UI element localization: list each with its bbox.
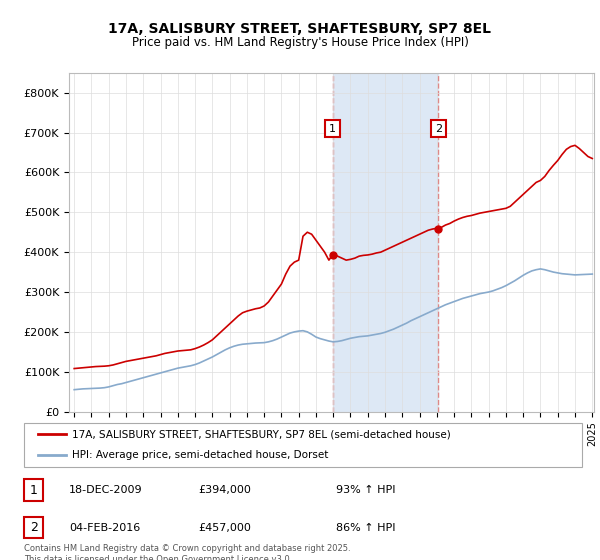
FancyBboxPatch shape xyxy=(24,423,583,466)
Bar xyxy=(333,73,438,412)
Text: £457,000: £457,000 xyxy=(198,522,251,533)
Text: 18-DEC-2009: 18-DEC-2009 xyxy=(69,485,143,495)
Text: 93% ↑ HPI: 93% ↑ HPI xyxy=(336,485,395,495)
Text: 86% ↑ HPI: 86% ↑ HPI xyxy=(336,522,395,533)
Text: 1: 1 xyxy=(29,483,38,497)
Text: Contains HM Land Registry data © Crown copyright and database right 2025.
This d: Contains HM Land Registry data © Crown c… xyxy=(24,544,350,560)
Text: 04-FEB-2016: 04-FEB-2016 xyxy=(69,522,140,533)
Text: Price paid vs. HM Land Registry's House Price Index (HPI): Price paid vs. HM Land Registry's House … xyxy=(131,36,469,49)
Text: 1: 1 xyxy=(329,124,336,134)
Text: £394,000: £394,000 xyxy=(198,485,251,495)
Text: 2: 2 xyxy=(434,124,442,134)
Text: HPI: Average price, semi-detached house, Dorset: HPI: Average price, semi-detached house,… xyxy=(72,450,328,460)
Text: 2: 2 xyxy=(29,521,38,534)
Text: 17A, SALISBURY STREET, SHAFTESBURY, SP7 8EL: 17A, SALISBURY STREET, SHAFTESBURY, SP7 … xyxy=(109,22,491,36)
Text: 17A, SALISBURY STREET, SHAFTESBURY, SP7 8EL (semi-detached house): 17A, SALISBURY STREET, SHAFTESBURY, SP7 … xyxy=(72,429,451,439)
